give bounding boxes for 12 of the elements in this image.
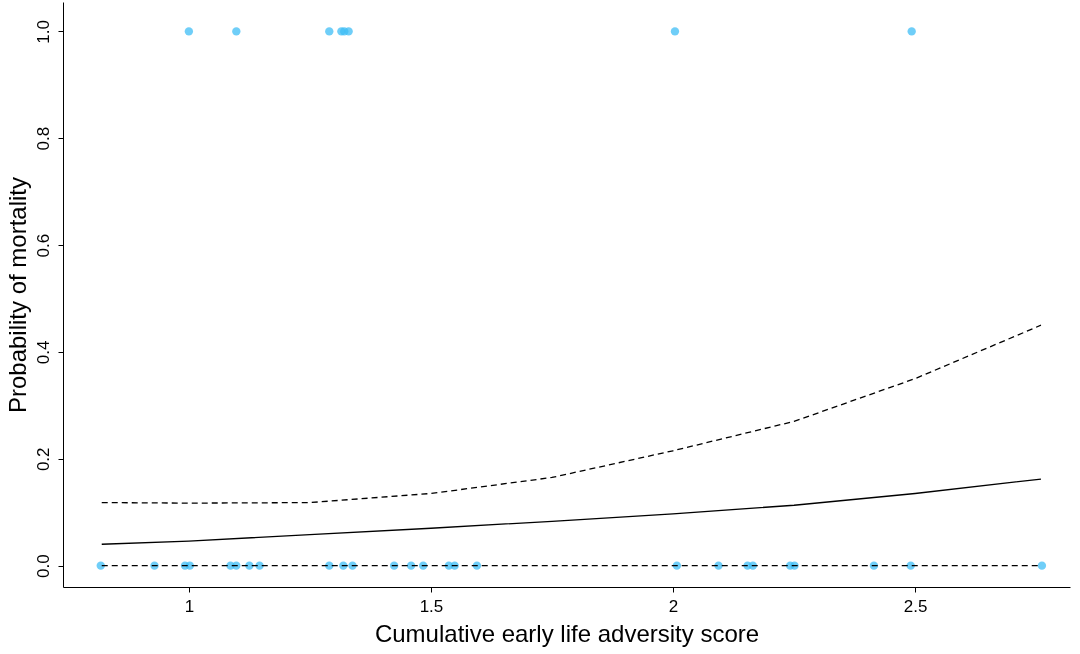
y-tick-label: 0.2 <box>33 447 53 472</box>
x-tick-label: 1.5 <box>419 596 444 616</box>
y-tick-label: 1.0 <box>33 20 53 44</box>
x-axis-title: Cumulative early life adversity score <box>374 619 760 647</box>
y-tick-label: 0.8 <box>33 126 53 151</box>
x-tick-label: 2.5 <box>903 596 928 616</box>
y-tick-label: 0.0 <box>33 554 53 578</box>
x-tick-label: 1 <box>184 596 195 616</box>
y-tick-label: 0.4 <box>33 340 53 365</box>
x-tick-label: 2 <box>668 596 679 616</box>
y-axis-title: Probability of mortality <box>3 176 31 414</box>
y-tick-label: 0.6 <box>33 233 53 258</box>
